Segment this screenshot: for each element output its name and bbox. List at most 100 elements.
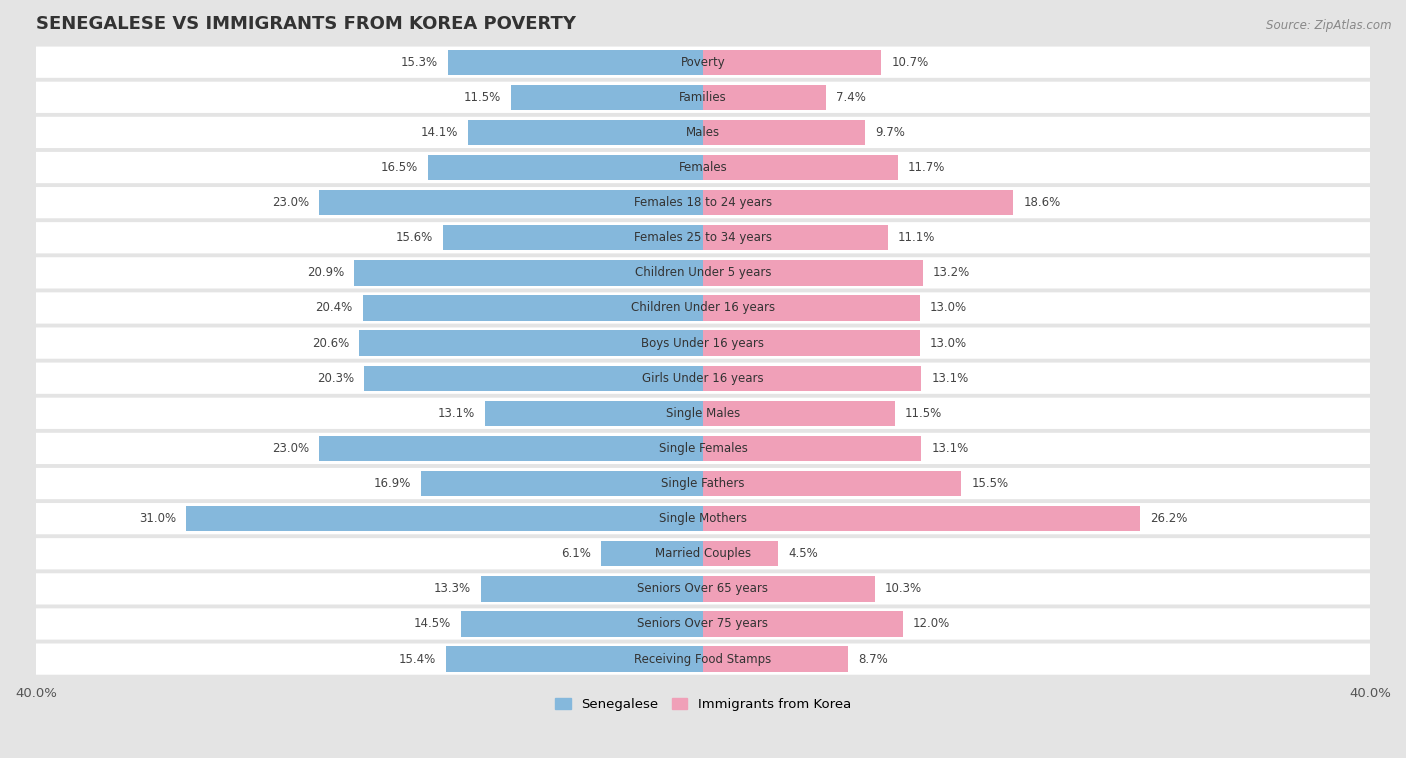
FancyBboxPatch shape (35, 327, 1371, 359)
Legend: Senegalese, Immigrants from Korea: Senegalese, Immigrants from Korea (550, 693, 856, 716)
Text: 7.4%: 7.4% (837, 91, 866, 104)
FancyBboxPatch shape (35, 152, 1371, 183)
Text: 26.2%: 26.2% (1150, 512, 1187, 525)
Text: 23.0%: 23.0% (273, 196, 309, 209)
Bar (186, 506, 703, 531)
Bar (422, 471, 703, 496)
Text: 20.4%: 20.4% (315, 302, 353, 315)
Text: 9.7%: 9.7% (875, 126, 904, 139)
Text: 13.0%: 13.0% (929, 337, 967, 349)
Bar (364, 365, 703, 391)
Bar (703, 506, 1140, 531)
Text: Seniors Over 75 years: Seniors Over 75 years (637, 618, 769, 631)
Text: 23.0%: 23.0% (273, 442, 309, 455)
Text: 16.5%: 16.5% (381, 161, 418, 174)
Bar (703, 541, 778, 566)
Text: 13.3%: 13.3% (434, 582, 471, 595)
Text: Children Under 16 years: Children Under 16 years (631, 302, 775, 315)
FancyBboxPatch shape (35, 187, 1371, 218)
Bar (512, 85, 703, 110)
Bar (443, 225, 703, 250)
Text: Children Under 5 years: Children Under 5 years (634, 266, 772, 280)
Text: 13.2%: 13.2% (934, 266, 970, 280)
Text: 10.3%: 10.3% (884, 582, 922, 595)
FancyBboxPatch shape (35, 609, 1371, 640)
Bar (703, 85, 827, 110)
Text: 15.3%: 15.3% (401, 55, 437, 69)
Text: Single Females: Single Females (658, 442, 748, 455)
Text: 11.7%: 11.7% (908, 161, 945, 174)
Text: Males: Males (686, 126, 720, 139)
FancyBboxPatch shape (35, 46, 1371, 78)
Text: Families: Families (679, 91, 727, 104)
Text: Married Couples: Married Couples (655, 547, 751, 560)
FancyBboxPatch shape (35, 82, 1371, 113)
Text: 15.6%: 15.6% (395, 231, 433, 244)
Text: Boys Under 16 years: Boys Under 16 years (641, 337, 765, 349)
Bar (703, 647, 848, 672)
Text: 10.7%: 10.7% (891, 55, 929, 69)
Text: Single Mothers: Single Mothers (659, 512, 747, 525)
Text: 20.6%: 20.6% (312, 337, 350, 349)
Text: 4.5%: 4.5% (787, 547, 818, 560)
Bar (485, 401, 703, 426)
Text: 13.1%: 13.1% (931, 371, 969, 385)
FancyBboxPatch shape (35, 503, 1371, 534)
Bar (461, 612, 703, 637)
Bar (703, 296, 920, 321)
Text: Source: ZipAtlas.com: Source: ZipAtlas.com (1267, 19, 1392, 32)
Text: Single Males: Single Males (666, 407, 740, 420)
FancyBboxPatch shape (35, 117, 1371, 148)
FancyBboxPatch shape (35, 293, 1371, 324)
Text: 20.3%: 20.3% (318, 371, 354, 385)
Bar (449, 49, 703, 75)
Bar (703, 436, 921, 461)
Text: 6.1%: 6.1% (561, 547, 592, 560)
Text: 18.6%: 18.6% (1024, 196, 1060, 209)
Text: 13.1%: 13.1% (437, 407, 475, 420)
Bar (319, 190, 703, 215)
Text: 15.5%: 15.5% (972, 477, 1008, 490)
Bar (354, 260, 703, 286)
Text: Seniors Over 65 years: Seniors Over 65 years (637, 582, 769, 595)
Text: Females 18 to 24 years: Females 18 to 24 years (634, 196, 772, 209)
Text: SENEGALESE VS IMMIGRANTS FROM KOREA POVERTY: SENEGALESE VS IMMIGRANTS FROM KOREA POVE… (37, 15, 576, 33)
Text: 12.0%: 12.0% (912, 618, 950, 631)
FancyBboxPatch shape (35, 573, 1371, 605)
Bar (703, 612, 903, 637)
FancyBboxPatch shape (35, 433, 1371, 464)
Text: 16.9%: 16.9% (374, 477, 411, 490)
Text: Single Fathers: Single Fathers (661, 477, 745, 490)
Bar (703, 330, 920, 356)
FancyBboxPatch shape (35, 398, 1371, 429)
Bar (703, 155, 898, 180)
Text: 11.5%: 11.5% (905, 407, 942, 420)
Bar (703, 190, 1014, 215)
Bar (602, 541, 703, 566)
Bar (703, 401, 894, 426)
Text: 31.0%: 31.0% (139, 512, 176, 525)
Bar (703, 576, 875, 602)
Bar (363, 296, 703, 321)
Text: 11.1%: 11.1% (898, 231, 935, 244)
FancyBboxPatch shape (35, 257, 1371, 289)
Bar (446, 647, 703, 672)
Text: 14.5%: 14.5% (413, 618, 451, 631)
Bar (481, 576, 703, 602)
Bar (468, 120, 703, 145)
Text: Females: Females (679, 161, 727, 174)
Text: Poverty: Poverty (681, 55, 725, 69)
Bar (703, 225, 889, 250)
Text: Girls Under 16 years: Girls Under 16 years (643, 371, 763, 385)
Bar (703, 120, 865, 145)
FancyBboxPatch shape (35, 222, 1371, 253)
Text: 20.9%: 20.9% (307, 266, 344, 280)
Text: 8.7%: 8.7% (858, 653, 887, 666)
Bar (703, 260, 924, 286)
Bar (703, 471, 962, 496)
Text: 15.4%: 15.4% (399, 653, 436, 666)
Bar (360, 330, 703, 356)
Text: Females 25 to 34 years: Females 25 to 34 years (634, 231, 772, 244)
Bar (427, 155, 703, 180)
FancyBboxPatch shape (35, 468, 1371, 500)
